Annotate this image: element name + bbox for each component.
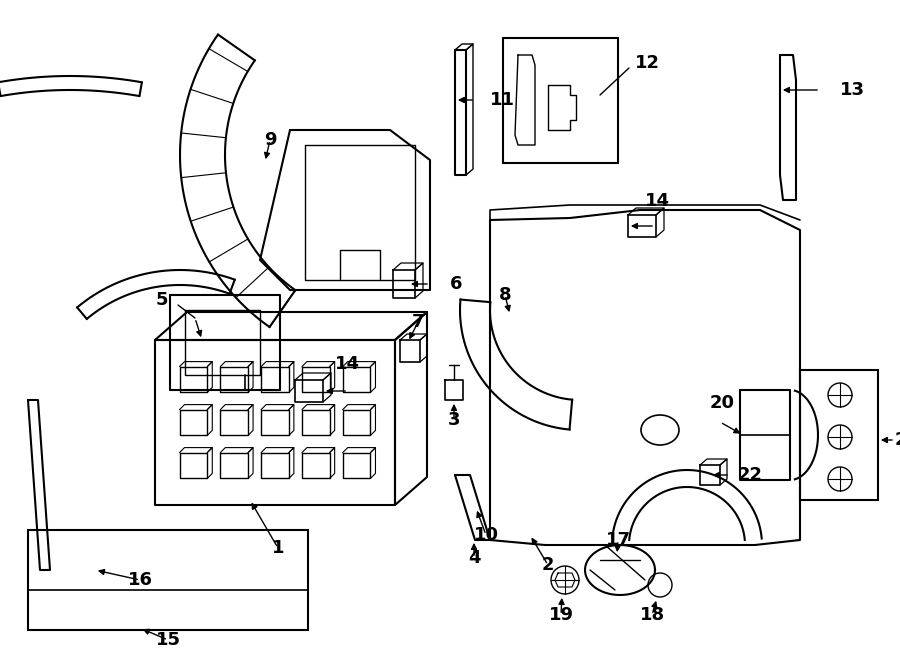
Text: 9: 9	[264, 131, 276, 149]
Bar	[800, 370, 878, 500]
Text: 16: 16	[128, 571, 152, 589]
Text: 22: 22	[738, 466, 763, 484]
Text: 19: 19	[548, 606, 573, 624]
Text: 3: 3	[448, 411, 460, 429]
Text: 14: 14	[335, 355, 360, 373]
Bar	[28, 530, 308, 630]
Text: 18: 18	[639, 606, 664, 624]
Text: 7: 7	[412, 313, 424, 331]
Text: 6: 6	[450, 275, 463, 293]
Text: 8: 8	[499, 286, 511, 304]
Text: 11: 11	[490, 91, 515, 109]
Bar	[503, 38, 618, 163]
Text: 2: 2	[542, 556, 554, 574]
Text: 5: 5	[156, 291, 168, 309]
Text: 15: 15	[156, 631, 181, 649]
Text: 20: 20	[710, 394, 735, 412]
Text: 10: 10	[473, 526, 499, 544]
Text: 4: 4	[468, 549, 481, 567]
Text: 14: 14	[645, 192, 670, 210]
Text: 1: 1	[272, 539, 284, 557]
Text: 17: 17	[606, 531, 631, 549]
Text: 21: 21	[895, 431, 900, 449]
Text: 12: 12	[635, 54, 660, 72]
Text: 13: 13	[840, 81, 865, 99]
